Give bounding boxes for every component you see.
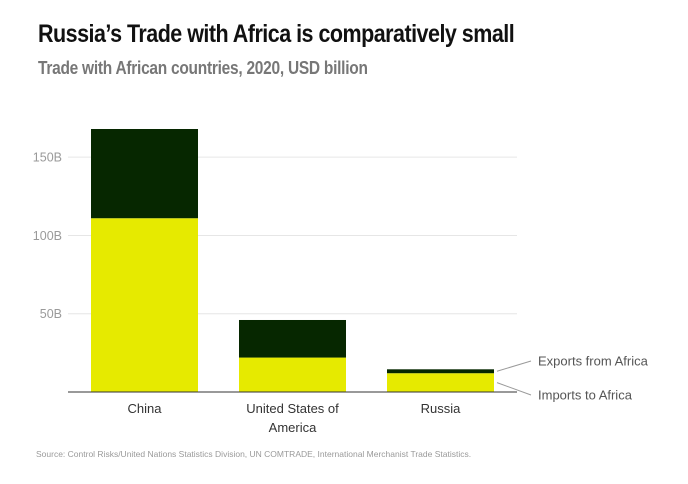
bars <box>91 129 494 392</box>
bar-imports-0 <box>91 218 198 392</box>
bar-exports-1 <box>239 319 346 358</box>
bar-exports-2 <box>387 369 494 374</box>
category-label: China <box>128 401 163 416</box>
legend-leader-line <box>496 360 532 372</box>
legend-label: Imports to Africa <box>538 388 633 403</box>
y-tick-label: 150B <box>33 151 62 165</box>
bar-exports-0 <box>91 129 198 219</box>
bar-imports-1 <box>239 357 346 392</box>
x-axis-labels: China United States of America Russia <box>128 401 462 435</box>
chart-title: Russia’s Trade with Africa is comparativ… <box>38 20 515 48</box>
chart-subtitle: Trade with African countries, 2020, USD … <box>38 58 368 78</box>
y-tick-label: 50B <box>40 307 62 321</box>
legend: Exports from Africa Imports to Africa <box>496 354 649 403</box>
category-label: America <box>269 420 317 435</box>
category-label: United States of <box>246 401 339 416</box>
stacked-bar-chart: 50B 100B 150B China United States of America… <box>33 129 649 435</box>
category-label: Russia <box>421 401 462 416</box>
y-tick-label: 100B <box>33 229 62 243</box>
legend-leader-line <box>496 382 532 396</box>
legend-label: Exports from Africa <box>538 354 649 369</box>
source-note: Source: Control Risks/United Nations Sta… <box>36 449 472 459</box>
bar-imports-2 <box>387 373 494 392</box>
y-axis-ticks: 50B 100B 150B <box>33 151 62 322</box>
